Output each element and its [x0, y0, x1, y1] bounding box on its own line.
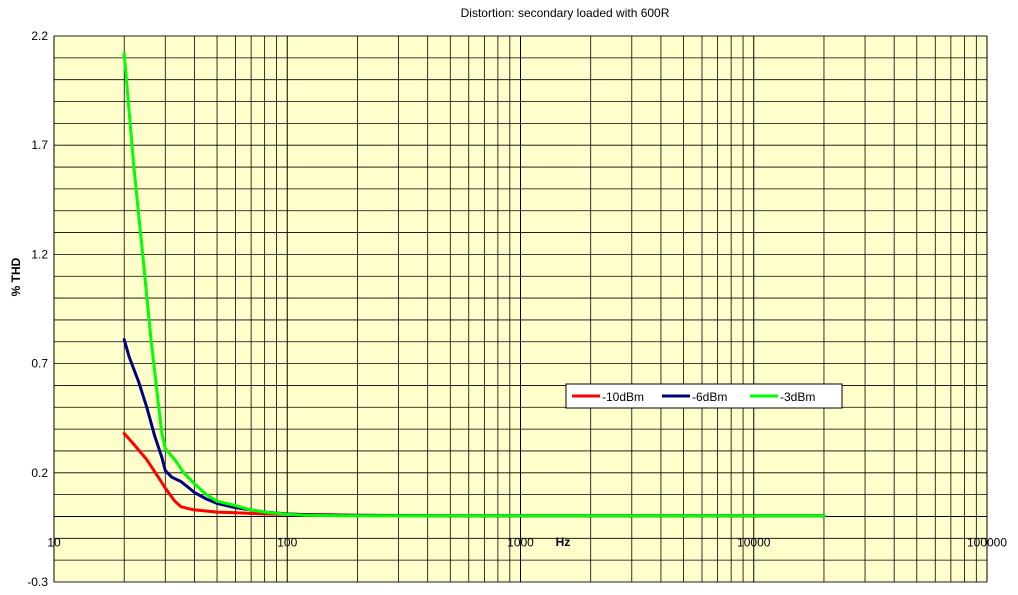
y-tick-label: 1.7: [31, 138, 48, 152]
legend-entry: -10dBm: [602, 390, 644, 404]
x-tick-label: 1000: [507, 535, 534, 549]
x-axis-label: Hz: [556, 535, 571, 549]
y-tick-label: 2.2: [31, 29, 48, 43]
legend-entry: -6dBm: [692, 390, 727, 404]
x-tick-label: 100: [277, 535, 297, 549]
y-tick-label: 1.2: [31, 247, 48, 261]
tick-labels: 2.2 1.7 1.2 0.7 0.2 -0.3 10 100 1000 10000 100000: [27, 29, 1007, 589]
x-tick-label: 100000: [967, 535, 1007, 549]
y-tick-label: 0.2: [31, 466, 48, 480]
chart-title: Distortion: secondary loaded with 600R: [461, 6, 670, 20]
y-tick-label: -0.3: [27, 575, 48, 589]
series-layer: [122, 52, 826, 518]
y-axis-label: % THD: [9, 257, 23, 296]
y-tick-label: 0.7: [31, 357, 48, 371]
x-tick-label: 10: [47, 535, 61, 549]
series-line: [122, 52, 826, 518]
legend-entry: -3dBm: [780, 390, 815, 404]
gridlines: [53, 35, 988, 583]
legend: -10dBm -6dBm -3dBm: [565, 383, 843, 409]
legend-box: [565, 383, 843, 409]
x-tick-label: 10000: [737, 535, 771, 549]
